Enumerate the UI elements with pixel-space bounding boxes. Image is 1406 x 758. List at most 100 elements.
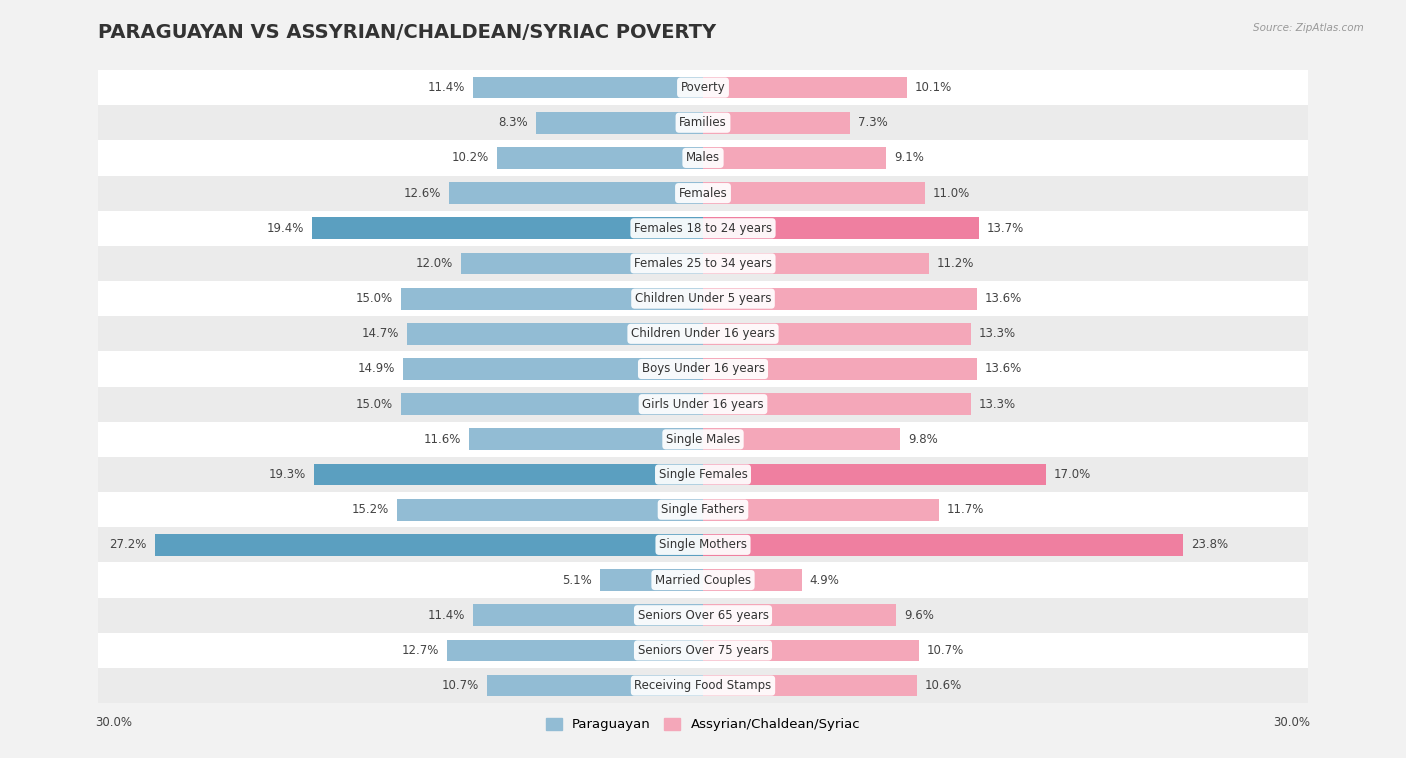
- Bar: [98, 281, 1308, 316]
- Bar: [98, 668, 1308, 703]
- Text: 12.0%: 12.0%: [416, 257, 453, 270]
- Text: Females 25 to 34 years: Females 25 to 34 years: [634, 257, 772, 270]
- Text: 27.2%: 27.2%: [110, 538, 146, 551]
- Bar: [474, 604, 703, 626]
- Text: Boys Under 16 years: Boys Under 16 years: [641, 362, 765, 375]
- Text: 13.3%: 13.3%: [979, 327, 1017, 340]
- Text: Girls Under 16 years: Girls Under 16 years: [643, 398, 763, 411]
- Text: Single Males: Single Males: [666, 433, 740, 446]
- Bar: [703, 499, 939, 521]
- Bar: [312, 218, 703, 240]
- Text: Children Under 16 years: Children Under 16 years: [631, 327, 775, 340]
- Text: 11.7%: 11.7%: [946, 503, 984, 516]
- Bar: [703, 112, 851, 133]
- Text: 10.2%: 10.2%: [453, 152, 489, 164]
- Bar: [98, 140, 1308, 176]
- Text: Seniors Over 65 years: Seniors Over 65 years: [637, 609, 769, 622]
- Bar: [703, 640, 918, 661]
- Bar: [536, 112, 703, 133]
- Text: 12.6%: 12.6%: [404, 186, 441, 199]
- Text: 15.0%: 15.0%: [356, 398, 392, 411]
- Bar: [703, 569, 801, 591]
- Text: 13.7%: 13.7%: [987, 222, 1025, 235]
- Bar: [98, 421, 1308, 457]
- Bar: [98, 211, 1308, 246]
- Text: 11.4%: 11.4%: [427, 609, 465, 622]
- Bar: [703, 147, 886, 169]
- Text: 5.1%: 5.1%: [562, 574, 592, 587]
- Text: 4.9%: 4.9%: [810, 574, 839, 587]
- Bar: [155, 534, 703, 556]
- Text: Males: Males: [686, 152, 720, 164]
- Text: 9.6%: 9.6%: [904, 609, 935, 622]
- Text: PARAGUAYAN VS ASSYRIAN/CHALDEAN/SYRIAC POVERTY: PARAGUAYAN VS ASSYRIAN/CHALDEAN/SYRIAC P…: [98, 23, 717, 42]
- Text: Source: ZipAtlas.com: Source: ZipAtlas.com: [1253, 23, 1364, 33]
- Text: 11.2%: 11.2%: [936, 257, 974, 270]
- Text: 10.7%: 10.7%: [927, 644, 965, 657]
- Text: Seniors Over 75 years: Seniors Over 75 years: [637, 644, 769, 657]
- Text: Poverty: Poverty: [681, 81, 725, 94]
- Bar: [470, 428, 703, 450]
- Bar: [98, 387, 1308, 421]
- Bar: [600, 569, 703, 591]
- Bar: [703, 464, 1046, 485]
- Text: Receiving Food Stamps: Receiving Food Stamps: [634, 679, 772, 692]
- Text: 11.4%: 11.4%: [427, 81, 465, 94]
- Text: 30.0%: 30.0%: [96, 716, 132, 729]
- Text: Married Couples: Married Couples: [655, 574, 751, 587]
- Text: 9.1%: 9.1%: [894, 152, 924, 164]
- Bar: [98, 562, 1308, 597]
- Bar: [703, 182, 925, 204]
- Text: 17.0%: 17.0%: [1053, 468, 1091, 481]
- Text: 8.3%: 8.3%: [498, 116, 527, 130]
- Bar: [703, 288, 977, 309]
- Bar: [498, 147, 703, 169]
- Bar: [449, 182, 703, 204]
- Text: 15.0%: 15.0%: [356, 292, 392, 305]
- Bar: [98, 352, 1308, 387]
- Text: 19.3%: 19.3%: [269, 468, 307, 481]
- Bar: [98, 457, 1308, 492]
- Bar: [703, 604, 897, 626]
- Text: 10.7%: 10.7%: [441, 679, 479, 692]
- Bar: [447, 640, 703, 661]
- Text: 13.6%: 13.6%: [986, 362, 1022, 375]
- Bar: [461, 252, 703, 274]
- Bar: [98, 176, 1308, 211]
- Text: 14.7%: 14.7%: [361, 327, 399, 340]
- Bar: [703, 323, 972, 345]
- Text: Females 18 to 24 years: Females 18 to 24 years: [634, 222, 772, 235]
- Text: 23.8%: 23.8%: [1191, 538, 1227, 551]
- Bar: [703, 77, 907, 99]
- Text: 13.6%: 13.6%: [986, 292, 1022, 305]
- Bar: [401, 393, 703, 415]
- Text: 10.6%: 10.6%: [925, 679, 962, 692]
- Text: Single Fathers: Single Fathers: [661, 503, 745, 516]
- Bar: [703, 393, 972, 415]
- Text: 11.0%: 11.0%: [932, 186, 970, 199]
- Text: Families: Families: [679, 116, 727, 130]
- Text: Single Mothers: Single Mothers: [659, 538, 747, 551]
- Text: 14.9%: 14.9%: [357, 362, 395, 375]
- Bar: [703, 252, 929, 274]
- Legend: Paraguayan, Assyrian/Chaldean/Syriac: Paraguayan, Assyrian/Chaldean/Syriac: [540, 713, 866, 737]
- Text: Single Females: Single Females: [658, 468, 748, 481]
- Text: 13.3%: 13.3%: [979, 398, 1017, 411]
- Bar: [703, 428, 900, 450]
- Text: Children Under 5 years: Children Under 5 years: [634, 292, 772, 305]
- Bar: [98, 316, 1308, 352]
- Bar: [396, 499, 703, 521]
- Bar: [703, 218, 979, 240]
- Text: 9.8%: 9.8%: [908, 433, 938, 446]
- Bar: [98, 105, 1308, 140]
- Text: 12.7%: 12.7%: [402, 644, 439, 657]
- Text: 11.6%: 11.6%: [423, 433, 461, 446]
- Bar: [406, 323, 703, 345]
- Text: 19.4%: 19.4%: [267, 222, 304, 235]
- Bar: [703, 675, 917, 697]
- Bar: [98, 70, 1308, 105]
- Bar: [703, 534, 1182, 556]
- Bar: [488, 675, 703, 697]
- Bar: [703, 358, 977, 380]
- Bar: [474, 77, 703, 99]
